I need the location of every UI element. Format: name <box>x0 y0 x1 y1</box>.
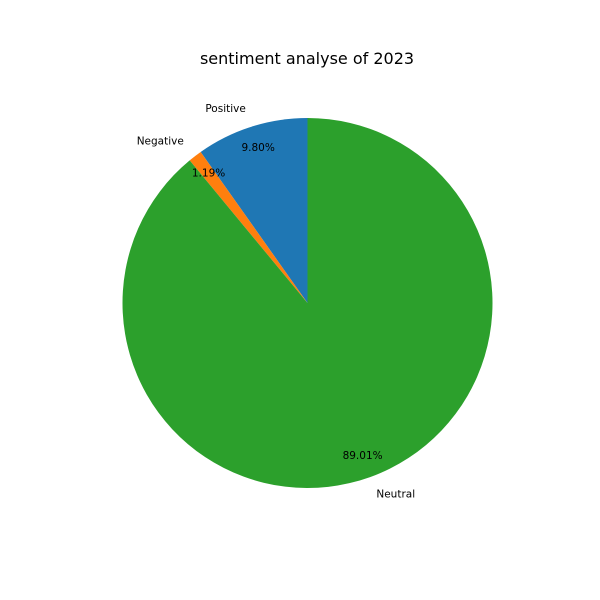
pie-slice-neutral <box>122 118 493 489</box>
pie-labels: Positive 9.80% Negative 1.19% Neutral 89.01% <box>137 103 415 500</box>
chart-title: sentiment analyse of 2023 <box>200 49 414 68</box>
slice-label-neutral: Neutral <box>376 488 415 500</box>
slice-percent-negative: 1.19% <box>192 168 225 180</box>
slice-percent-neutral: 89.01% <box>343 450 383 462</box>
pie-slice-negative <box>189 151 308 303</box>
pie-slice-positive <box>200 118 308 303</box>
pie-slices <box>122 118 493 489</box>
slice-label-positive: Positive <box>205 103 245 115</box>
slice-percent-positive: 9.80% <box>241 142 274 154</box>
slice-label-negative: Negative <box>137 135 184 147</box>
